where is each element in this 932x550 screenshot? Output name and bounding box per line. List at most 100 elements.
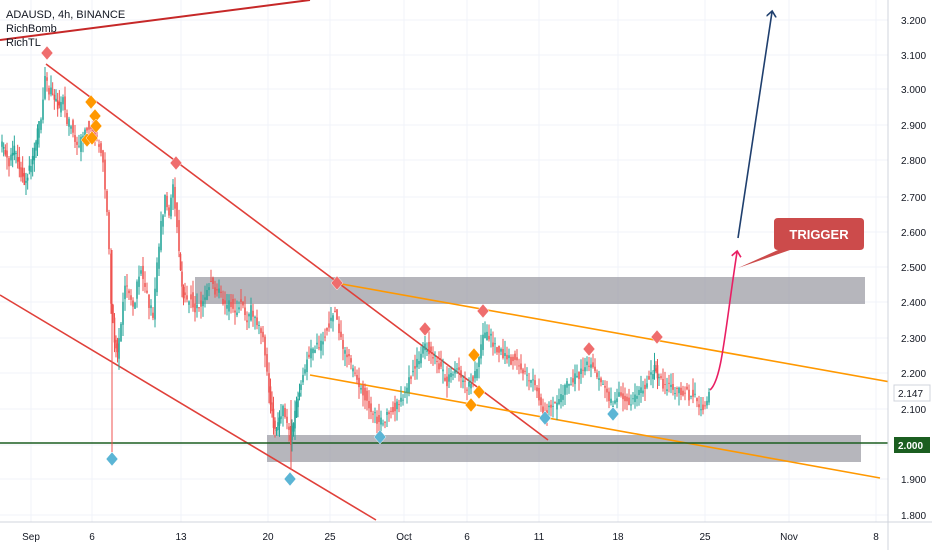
candle-body [444,377,446,381]
channel-line-upper [335,282,897,384]
candle-body [608,391,610,402]
candle-body [570,384,572,386]
candle-body [96,135,98,137]
candle-body [526,374,528,376]
candle-body [640,387,642,393]
candle-body [310,348,312,359]
candle-body [684,392,686,394]
candle-body [504,353,506,356]
candle-body [620,392,622,396]
candle-body [490,333,492,336]
candle-body [690,395,692,397]
candle-body [148,294,150,308]
candle-body [272,408,275,428]
candle-body [268,373,270,393]
candle-body [622,393,624,400]
symbol-title[interactable]: ADAUSD, 4h, BINANCE [6,9,126,21]
candle-body [426,350,428,352]
candle-body [482,334,484,350]
candle-body [318,347,320,349]
candle-body [362,385,364,396]
candle-body [198,307,200,309]
candle-body [506,354,508,360]
price-tick-label: 3.200 [901,16,926,27]
candle-body [300,384,302,390]
candle-body [288,426,290,430]
top-trendline [0,0,311,41]
candle-body [33,147,36,161]
candle-body [278,417,281,426]
candle-body [88,120,90,130]
candle-body [572,378,574,383]
candle-body [90,126,92,129]
candle-body [468,382,470,387]
buy-signal-marker [606,406,620,422]
candle-body [271,402,273,412]
candle-body [478,356,480,368]
candle-body [454,369,456,374]
candle-body [31,155,34,165]
candle-body [674,392,676,394]
candle-body [250,305,252,321]
candle-body [638,389,640,396]
candle-body [72,120,74,133]
candle-body [338,323,340,334]
candle-body [80,136,82,152]
candle-body [554,401,556,403]
candle-body [494,343,496,345]
candle-body [44,76,46,99]
candle-body [10,154,12,161]
candle-body [144,283,146,287]
candle-body [512,356,514,362]
chart-legend: ADAUSD, 4h, BINANCE RichBomb RichTL [6,8,125,50]
candle-body [132,300,134,307]
candle-body [308,354,310,358]
candle-body [320,340,322,351]
candle-body [242,301,244,306]
candle-body [176,202,178,228]
candle-body [442,369,444,372]
candle-body [548,405,550,408]
candle-body [21,167,24,177]
candle-body [181,271,183,287]
indicator-richtl[interactable]: RichTL [6,37,41,49]
candle-body [396,401,398,410]
candle-body [314,349,316,353]
candle-body [566,381,568,388]
candle-body [92,128,94,133]
candle-body [102,150,104,163]
candle-body [356,374,358,380]
time-tick-label: 18 [612,532,624,543]
candle-body [410,376,412,379]
indicator-richbomb[interactable]: RichBomb [6,23,57,35]
candle-body [412,370,414,373]
candle-body [574,373,576,385]
candle-body [702,404,704,411]
trigger-callout-bg [738,218,864,268]
price-tick-label: 3.100 [901,51,926,62]
candle-body [260,328,262,334]
candle-body [166,195,168,208]
candle-body [596,372,598,378]
time-tick-label: Sep [22,532,40,543]
candle-body [430,346,432,352]
candle-body [146,290,148,293]
candle-body [344,350,346,354]
candle-body [492,342,494,347]
candle-body [316,342,318,345]
candle-body [269,386,272,405]
candle-body [2,146,5,149]
candle-body [696,398,698,402]
candle-body [110,253,112,304]
candle-body [162,215,164,227]
candle-body [46,77,48,81]
candle-body [55,98,57,101]
candle-body [678,387,680,394]
sell-signal-marker [582,341,596,357]
candle-body [472,376,474,382]
price-tick-label: 3.000 [901,85,926,96]
candle-body [15,152,17,154]
candle-body [546,410,548,414]
candle-body [152,312,154,318]
